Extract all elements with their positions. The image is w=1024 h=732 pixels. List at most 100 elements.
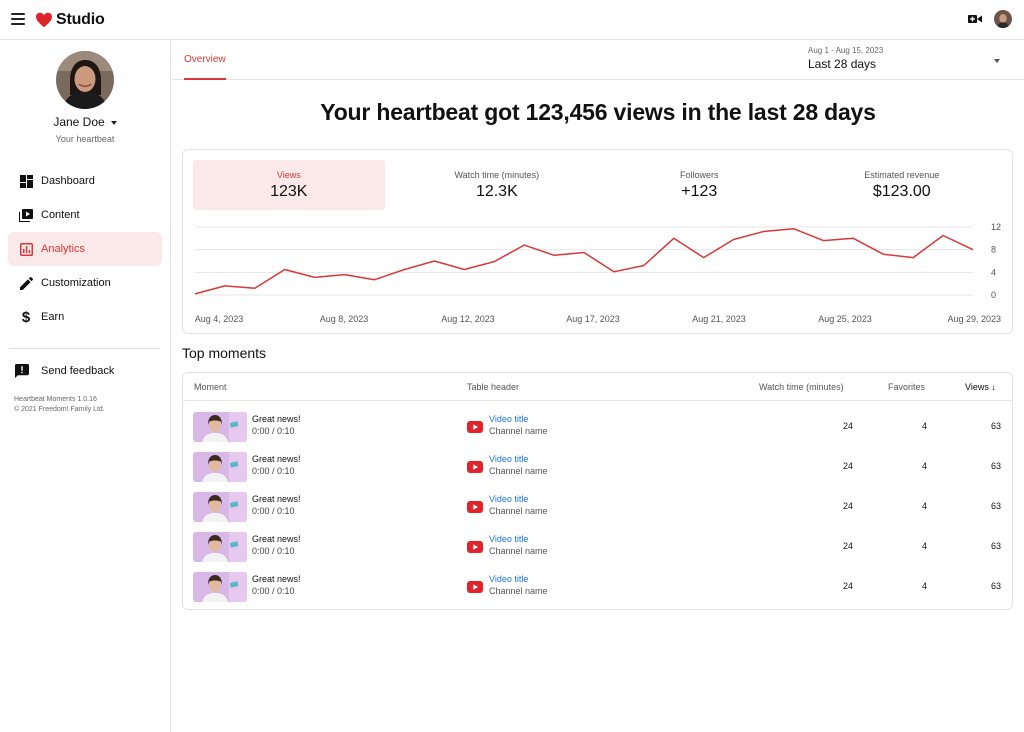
metric-tabs: Views 123K Watch time (minutes) 12.3K Fo…	[193, 160, 1003, 210]
metric-label: Followers	[680, 170, 719, 180]
watch-time-value: 24	[842, 581, 853, 591]
moment-thumbnail[interactable]	[193, 572, 247, 602]
metric-label: Watch time (minutes)	[454, 170, 540, 180]
top-moments-title: Top moments	[182, 345, 267, 361]
y-tick-label: 12	[991, 222, 1001, 232]
video-title-link[interactable]: Video title	[489, 454, 529, 464]
metric-revenue[interactable]: Estimated revenue $123.00	[801, 160, 1003, 210]
table-row[interactable]: Great news! 0:00 / 0:10 Video title Channel…	[183, 568, 1012, 608]
views-value: 63	[990, 421, 1001, 431]
moment-thumbnail[interactable]	[193, 532, 247, 562]
youtube-icon	[467, 580, 483, 598]
channel-name: Channel name	[489, 426, 548, 436]
favorites-value: 4	[921, 461, 927, 471]
table-row[interactable]: Great news! 0:00 / 0:10 Video title Channel…	[183, 488, 1012, 528]
moment-thumbnail[interactable]	[193, 492, 247, 522]
metric-value: +123	[681, 183, 718, 200]
top-moments-table: Moment Table header Watch time (minutes)…	[182, 372, 1013, 610]
favorites-value: 4	[921, 501, 927, 511]
moment-title: Great news!	[252, 494, 301, 504]
studio-logo[interactable]: Studio	[35, 10, 105, 30]
account-avatar[interactable]	[994, 10, 1012, 28]
moment-title: Great news!	[252, 454, 301, 464]
column-header-favorites[interactable]: Favorites	[888, 382, 926, 392]
watch-time-value: 24	[842, 501, 853, 511]
channel-name: Channel name	[489, 506, 548, 516]
sidebar-item-label: Content	[41, 209, 80, 221]
x-tick-label: Aug 25, 2023	[818, 314, 872, 324]
tab-bar: Overview Aug 1 - Aug 15, 2023 Last 28 da…	[172, 40, 1024, 80]
date-range-label: Last 28 days	[808, 57, 877, 71]
column-header-watch-time[interactable]: Watch time (minutes)	[759, 382, 844, 392]
column-header-table-header[interactable]: Table header	[467, 382, 520, 392]
date-range-dropdown[interactable]: Aug 1 - Aug 15, 2023 Last 28 days	[808, 46, 1008, 76]
youtube-icon	[467, 420, 483, 438]
send-feedback-label: Send feedback	[41, 365, 115, 377]
watch-time-value: 24	[842, 461, 853, 471]
x-tick-label: Aug 17, 2023	[566, 314, 620, 324]
pencil-icon	[19, 276, 33, 290]
copyright-text: © 2021 Freedom! Family Ltd.	[14, 406, 105, 413]
column-header-moment[interactable]: Moment	[194, 382, 227, 392]
video-title-link[interactable]: Video title	[489, 534, 529, 544]
video-title-link[interactable]: Video title	[489, 414, 529, 424]
menu-icon[interactable]	[11, 13, 25, 25]
y-tick-label: 4	[991, 267, 996, 277]
youtube-icon	[467, 540, 483, 558]
x-tick-label: Aug 21, 2023	[692, 314, 746, 324]
channel-name: Channel name	[489, 546, 548, 556]
date-range-text: Aug 1 - Aug 15, 2023	[808, 46, 884, 55]
sidebar-nav: Dashboard Content Analytics Customizatio…	[8, 164, 162, 334]
favorites-value: 4	[921, 581, 927, 591]
table-header-row: Moment Table header Watch time (minutes)…	[183, 373, 1012, 401]
sidebar-item-label: Dashboard	[41, 175, 95, 187]
sidebar-item-dashboard[interactable]: Dashboard	[8, 164, 162, 198]
metric-views[interactable]: Views 123K	[193, 160, 385, 210]
table-row[interactable]: Great news! 0:00 / 0:10 Video title Channel…	[183, 528, 1012, 568]
dashboard-icon	[19, 174, 33, 188]
x-tick-label: Aug 12, 2023	[441, 314, 495, 324]
metric-value: 12.3K	[475, 183, 518, 200]
page-headline: Your heartbeat got 123,456 views in the …	[320, 99, 876, 125]
channel-name: Channel name	[489, 586, 548, 596]
metric-watch-time[interactable]: Watch time (minutes) 12.3K	[396, 160, 598, 210]
send-feedback-button[interactable]: Send feedback	[15, 364, 114, 378]
watch-time-value: 24	[842, 421, 853, 431]
heart-icon	[36, 12, 52, 28]
version-text: Heartbeat Moments 1.0.16	[14, 396, 97, 403]
views-value: 63	[990, 461, 1001, 471]
profile-avatar[interactable]	[56, 51, 114, 109]
sidebar-item-customization[interactable]: Customization	[8, 266, 162, 300]
views-value: 63	[990, 581, 1001, 591]
moment-title: Great news!	[252, 574, 301, 584]
x-tick-label: Aug 29, 2023	[947, 314, 1001, 324]
sidebar-item-analytics[interactable]: Analytics	[8, 232, 162, 266]
moment-thumbnail[interactable]	[193, 412, 247, 442]
sidebar-item-content[interactable]: Content	[8, 198, 162, 232]
metric-label: Views	[276, 170, 301, 180]
youtube-icon	[467, 460, 483, 478]
channel-name: Channel name	[489, 466, 548, 476]
moment-thumbnail[interactable]	[193, 452, 247, 482]
user-name: Jane Doe	[53, 115, 105, 129]
version-info: Heartbeat Moments 1.0.16 © 2021 Freedom!…	[14, 395, 105, 415]
video-title-link[interactable]: Video title	[489, 494, 529, 504]
watch-time-value: 24	[842, 541, 853, 551]
user-name-dropdown[interactable]: Jane Doe	[0, 115, 170, 129]
views-value: 63	[990, 501, 1001, 511]
sidebar-item-earn[interactable]: $ Earn	[8, 300, 162, 334]
y-tick-label: 0	[991, 290, 996, 300]
sidebar-divider	[9, 348, 160, 349]
metric-followers[interactable]: Followers +123	[598, 160, 800, 210]
moment-time: 0:00 / 0:10	[252, 586, 295, 596]
table-row[interactable]: Great news! 0:00 / 0:10 Video title Channel…	[183, 408, 1012, 448]
metric-label: Estimated revenue	[864, 170, 940, 180]
table-row[interactable]: Great news! 0:00 / 0:10 Video title Channel…	[183, 448, 1012, 488]
tab-overview[interactable]: Overview	[184, 40, 226, 80]
column-header-views-sorted[interactable]: Views ↓	[965, 382, 996, 392]
metric-value: $123.00	[872, 183, 931, 200]
analytics-icon	[19, 242, 33, 256]
create-video-icon[interactable]	[968, 14, 982, 24]
video-title-link[interactable]: Video title	[489, 574, 529, 584]
moment-title: Great news!	[252, 534, 301, 544]
